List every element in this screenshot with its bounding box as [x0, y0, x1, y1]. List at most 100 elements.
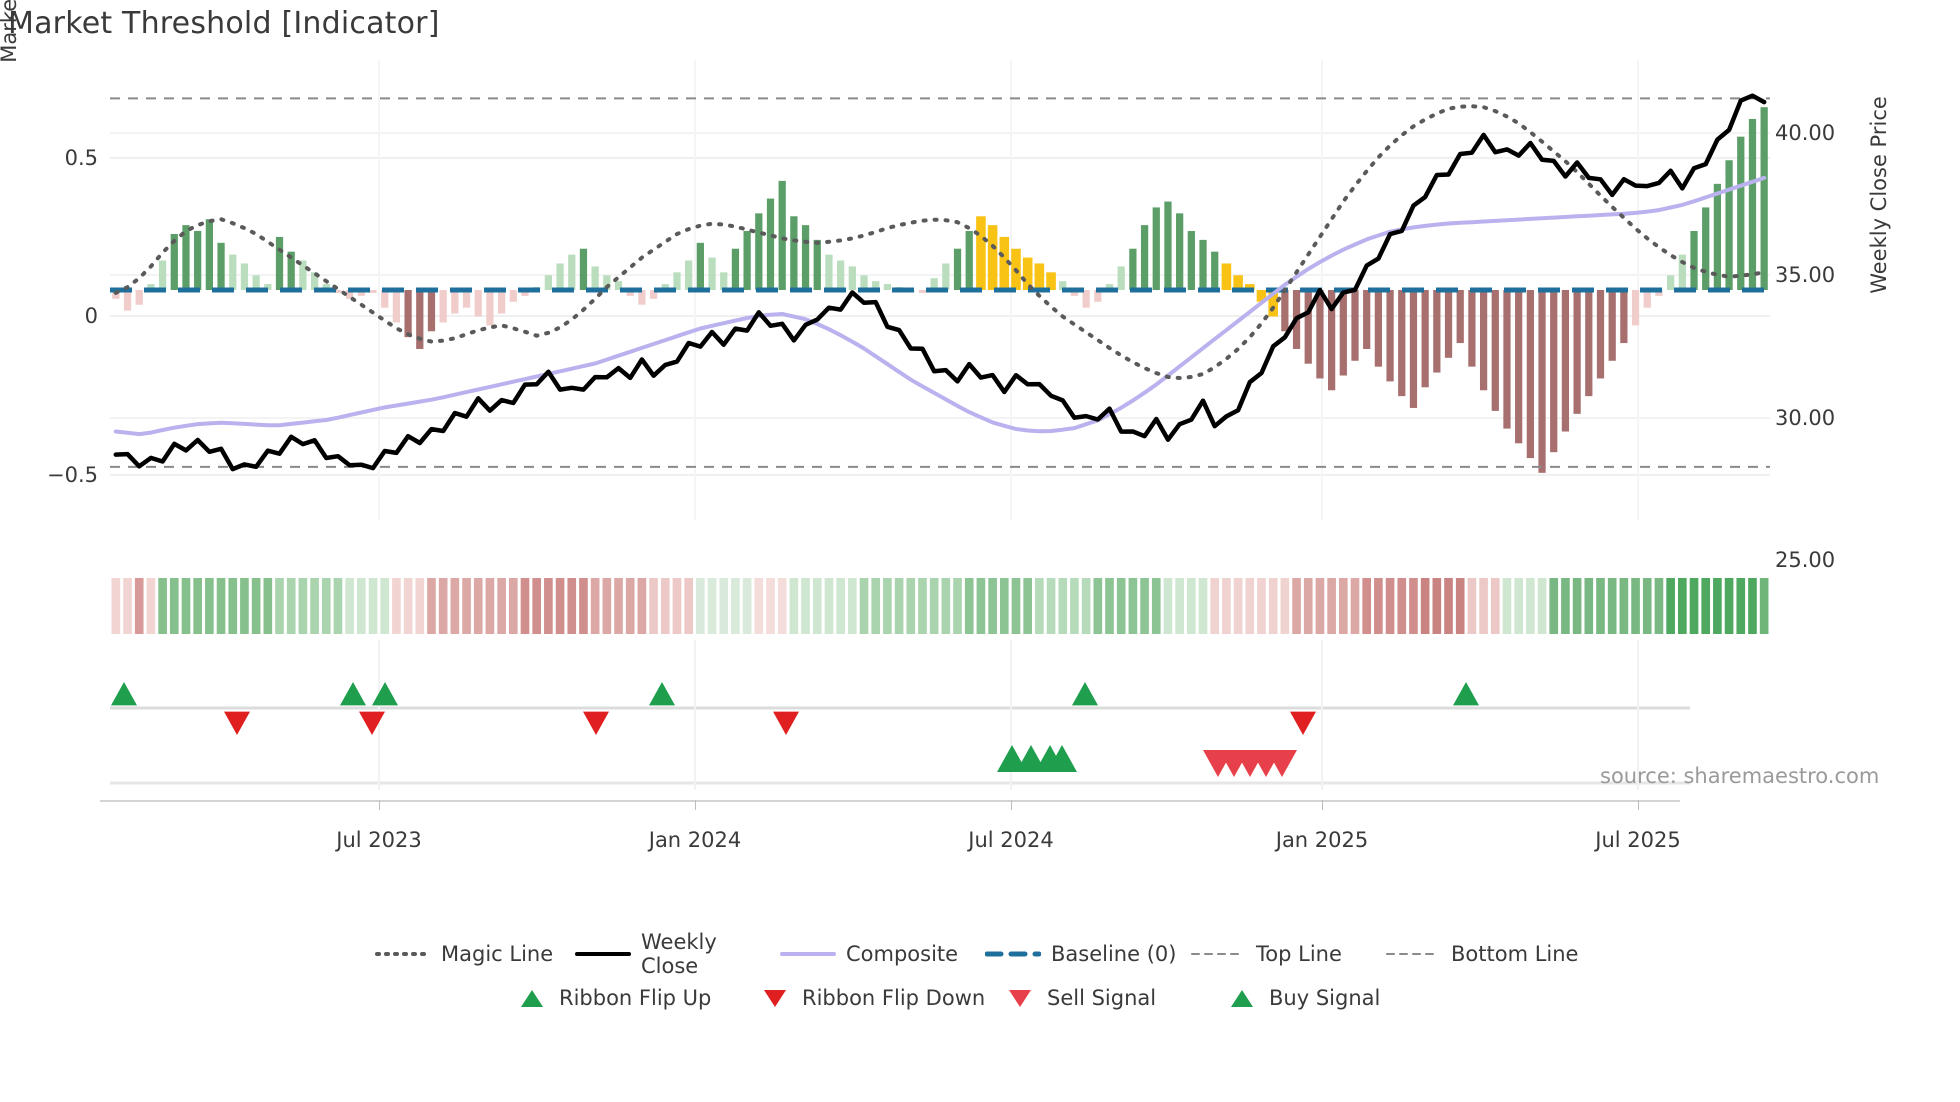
legend-item-bottom-line[interactable]: Bottom Line	[1385, 930, 1585, 978]
ribbon-cell	[742, 578, 752, 634]
threshold-bar	[1129, 248, 1137, 290]
legend-item-baseline-0-[interactable]: Baseline (0)	[985, 930, 1190, 978]
ribbon-cell	[894, 578, 904, 634]
ribbon-cell	[1385, 578, 1395, 634]
threshold-bar	[1187, 231, 1195, 290]
ribbon-cell	[1163, 578, 1173, 634]
legend-item-ribbon-flip-up[interactable]: Ribbon Flip Up	[515, 986, 758, 1010]
x-tick-mark-3	[1322, 800, 1323, 810]
ribbon-cell	[1549, 578, 1559, 634]
ribbon-cell	[380, 578, 390, 634]
ribbon-cell	[532, 578, 542, 634]
legend-item-composite[interactable]: Composite	[780, 930, 985, 978]
threshold-bar	[626, 290, 634, 296]
ribbon-cell	[520, 578, 530, 634]
threshold-bar	[1468, 290, 1476, 367]
legend-item-buy-signal[interactable]: Buy Signal	[1225, 986, 1445, 1010]
legend-item-sell-signal[interactable]: Sell Signal	[1003, 986, 1225, 1010]
ribbon-flip-up-marker	[649, 682, 675, 706]
ribbon-cell	[766, 578, 775, 634]
ribbon-cell	[1303, 578, 1313, 634]
right-tick-1: 35.00	[1775, 263, 1836, 287]
ribbon-cell	[1455, 578, 1465, 634]
ribbon-cell	[251, 578, 261, 634]
threshold-bar	[170, 233, 178, 290]
threshold-bar	[1725, 160, 1733, 290]
threshold-bar	[1327, 290, 1336, 391]
threshold-bar	[848, 266, 856, 290]
threshold-bar	[287, 251, 295, 290]
threshold-bar	[1164, 201, 1172, 290]
threshold-bar	[1082, 290, 1090, 308]
ribbon-cell	[286, 578, 296, 634]
legend-item-weekly-close[interactable]: Weekly Close	[575, 930, 780, 978]
left-axis-ticks: 0.5 0 −0.5	[0, 0, 98, 1102]
ribbon-cell	[789, 578, 799, 634]
left-tick-2: −0.5	[47, 463, 98, 487]
indicator-chart-svg	[110, 60, 1770, 520]
x-tick-mark-4	[1638, 800, 1639, 810]
ribbon-heat-strip	[110, 576, 1770, 636]
ribbon-cell	[450, 578, 460, 634]
ribbon-cell	[321, 578, 331, 634]
right-tick-2: 30.00	[1775, 406, 1836, 430]
ribbon-cell	[228, 578, 238, 634]
threshold-bar	[404, 290, 412, 338]
threshold-bar	[451, 290, 459, 314]
x-tick-mark-0	[379, 800, 380, 810]
threshold-bar	[942, 263, 950, 290]
legend-item-ribbon-flip-down[interactable]: Ribbon Flip Down	[758, 986, 1003, 1010]
ribbon-cell	[345, 578, 354, 634]
threshold-bar	[299, 260, 307, 290]
legend-item-magic-line[interactable]: Magic Line	[375, 930, 575, 978]
threshold-bar	[147, 284, 155, 290]
ribbon-cell	[1011, 578, 1021, 634]
threshold-bar	[638, 290, 646, 305]
x-tick-label-0: Jul 2023	[336, 828, 422, 852]
threshold-bar	[322, 284, 330, 290]
threshold-bar	[649, 290, 658, 299]
threshold-bar	[883, 284, 892, 290]
x-tick-label-4: Jul 2025	[1595, 828, 1681, 852]
threshold-bar	[614, 281, 623, 290]
legend-item-top-line[interactable]: Top Line	[1190, 930, 1385, 978]
threshold-bar	[918, 290, 927, 293]
threshold-bar	[1152, 207, 1160, 290]
threshold-bar	[310, 272, 319, 290]
threshold-bar	[252, 275, 260, 290]
ribbon-cell	[333, 578, 343, 634]
threshold-bar	[1374, 290, 1383, 367]
threshold-bar	[1444, 290, 1453, 358]
ribbon-cell	[719, 578, 729, 634]
threshold-bar	[474, 290, 482, 317]
legend-line-swatch	[575, 943, 631, 965]
ribbon-cell	[1257, 578, 1266, 634]
triangle-down-icon	[758, 987, 792, 1009]
ribbon-cell	[602, 578, 612, 634]
main-plot-area	[110, 60, 1770, 520]
ribbon-cell	[438, 578, 448, 634]
triangle-up-icon	[515, 987, 549, 1009]
threshold-bar	[1690, 231, 1698, 290]
ribbon-cell	[368, 578, 378, 634]
ribbon-cell	[1116, 578, 1126, 634]
ribbon-flip-up-marker	[111, 682, 137, 706]
threshold-bar	[123, 290, 132, 311]
ribbon-cell	[590, 578, 600, 634]
ribbon-cell	[1035, 578, 1044, 634]
ribbon-cell	[1654, 578, 1664, 634]
ribbon-cell	[1093, 578, 1103, 634]
right-axis-ticks: 40.00 35.00 30.00 25.00	[1775, 0, 1955, 1102]
ribbon-cell	[777, 578, 787, 634]
ribbon-cell	[485, 578, 495, 634]
threshold-bar	[462, 290, 471, 308]
ribbon-cell	[205, 578, 214, 634]
ribbon-cell	[298, 578, 308, 634]
threshold-bar	[1503, 290, 1511, 429]
threshold-bar	[673, 272, 681, 290]
threshold-bar	[1655, 290, 1663, 296]
threshold-bar	[1702, 207, 1710, 290]
ribbon-cell	[579, 578, 588, 634]
threshold-bar	[1398, 290, 1406, 397]
ribbon-cell	[649, 578, 658, 634]
